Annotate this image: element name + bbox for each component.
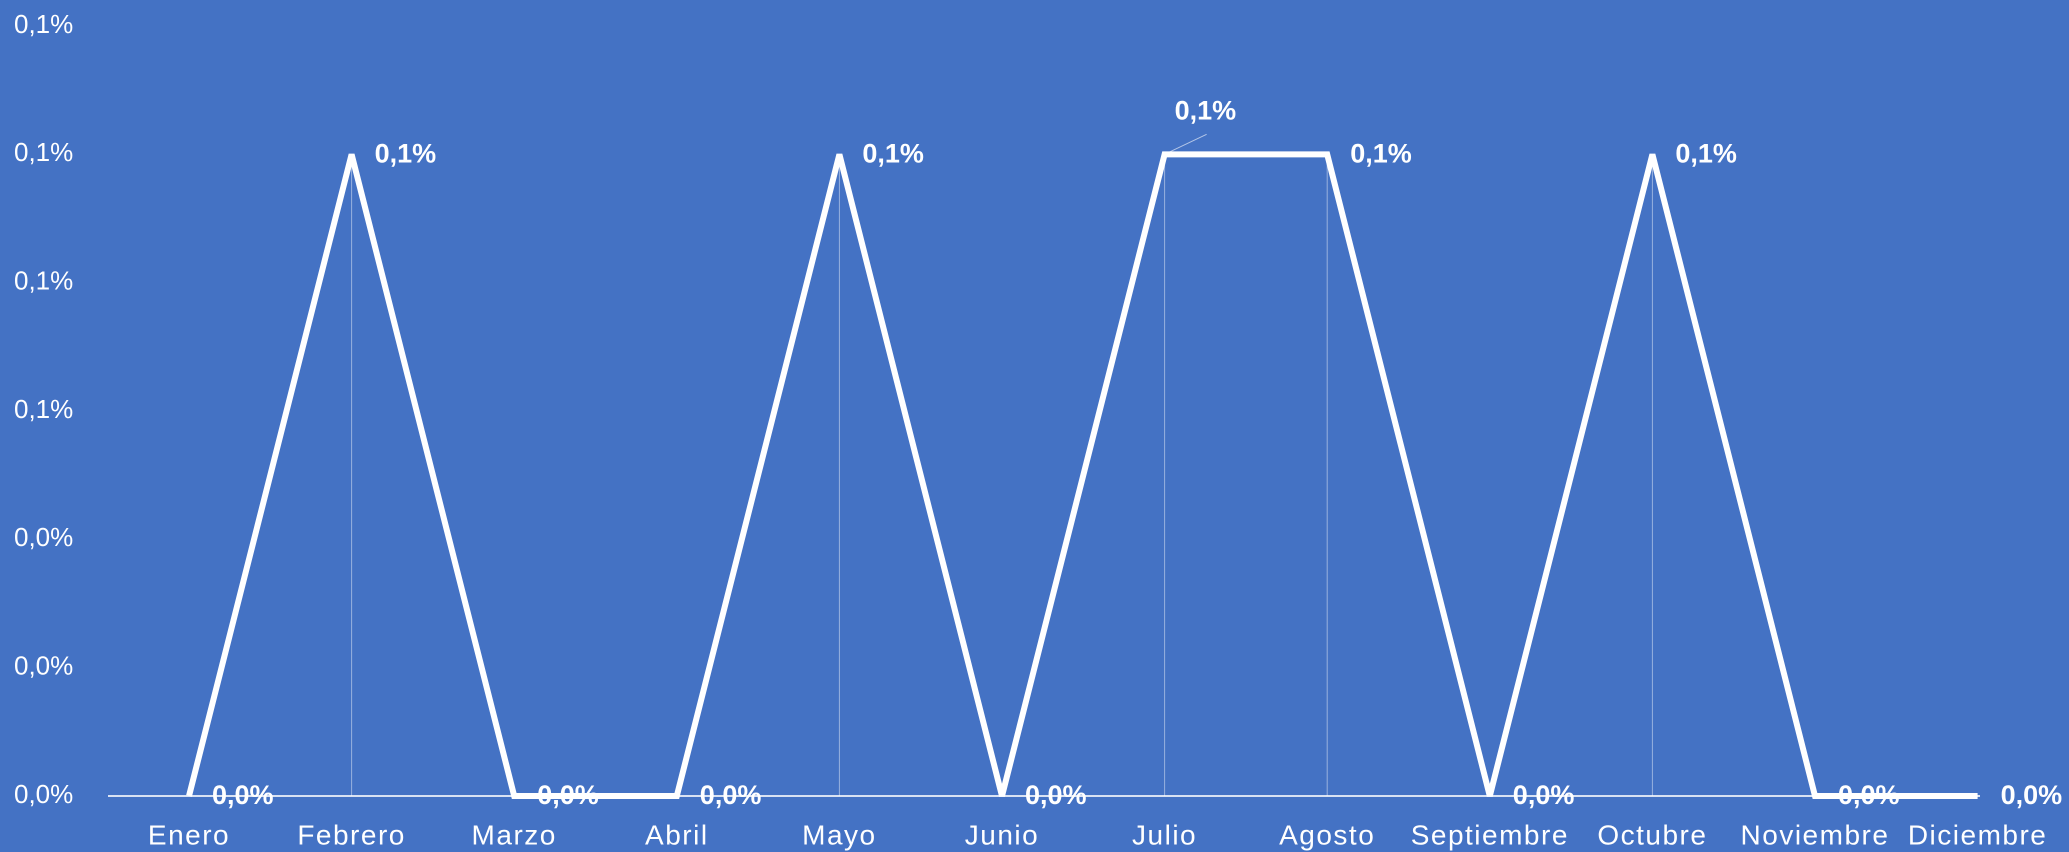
y-tick-label: 0,1% (14, 266, 73, 296)
x-tick-label: Mayo (802, 819, 876, 850)
data-label: 0,0% (1838, 780, 1900, 810)
y-tick-label: 0,1% (14, 394, 73, 424)
x-tick-label: Febrero (297, 819, 406, 850)
x-tick-label: Junio (965, 819, 1039, 850)
x-tick-label: Julio (1132, 819, 1197, 850)
leader-line (1164, 133, 1207, 155)
data-label: 0,1% (1675, 138, 1737, 168)
y-tick-label: 0,0% (14, 779, 73, 809)
data-label: 0,0% (1513, 780, 1575, 810)
data-label: 0,1% (1350, 138, 1412, 168)
data-label: 0,1% (1175, 95, 1237, 125)
x-tick-label: Noviembre (1741, 819, 1890, 850)
x-tick-label: Enero (148, 819, 230, 850)
y-tick-label: 0,1% (14, 137, 73, 167)
x-tick-label: Octubre (1597, 819, 1707, 850)
data-label: 0,1% (862, 138, 924, 168)
data-label: 0,1% (375, 138, 437, 168)
y-tick-label: 0,1% (14, 9, 73, 39)
y-tick-label: 0,0% (14, 651, 73, 681)
line-series (186, 151, 1978, 799)
x-tick-label: Marzo (472, 819, 557, 850)
y-tick-label: 0,0% (14, 522, 73, 552)
x-tick-label: Diciembre (1908, 819, 2048, 850)
data-label: 0,0% (2001, 780, 2063, 810)
data-label: 0,0% (700, 780, 762, 810)
data-label: 0,0% (537, 780, 599, 810)
x-tick-label: Abril (645, 819, 709, 850)
data-label: 0,0% (1025, 780, 1087, 810)
x-tick-label: Agosto (1279, 819, 1375, 850)
data-label: 0,0% (212, 780, 274, 810)
x-tick-label: Septiembre (1411, 819, 1569, 850)
